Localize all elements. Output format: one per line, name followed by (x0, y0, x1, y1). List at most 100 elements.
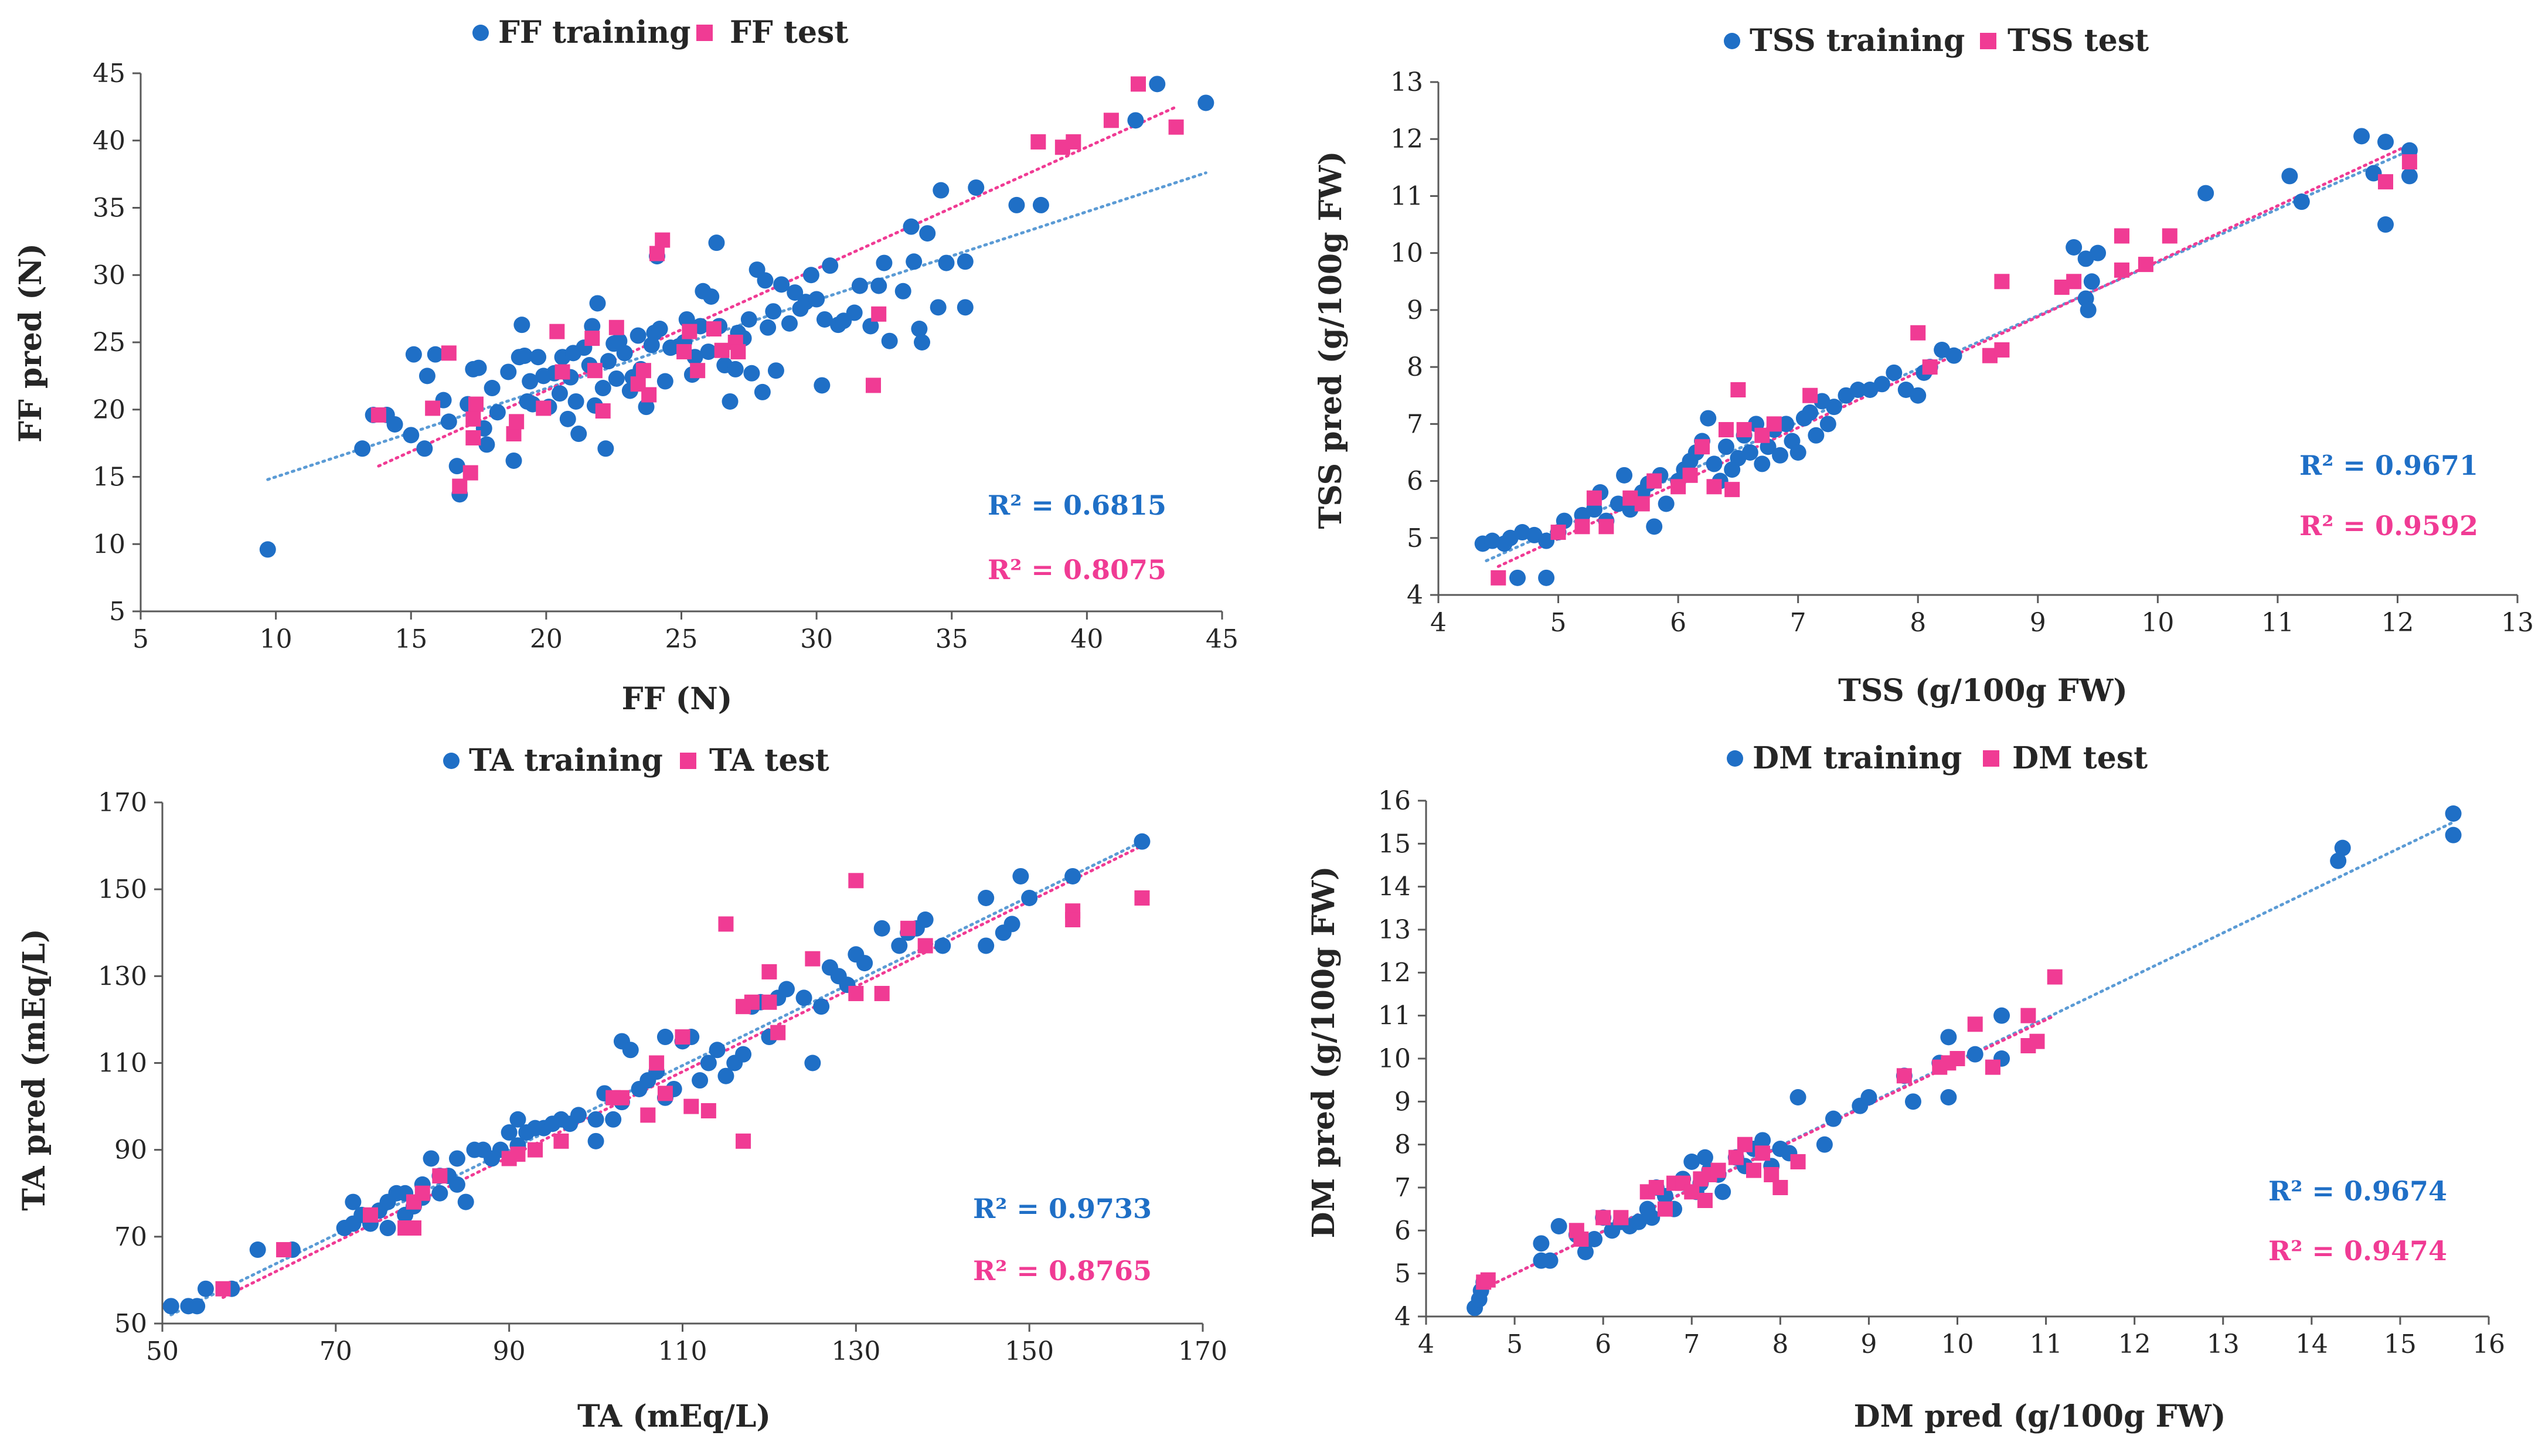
dm-test-point (1764, 1167, 1780, 1182)
ff-test-point (706, 321, 722, 337)
ff-training-point (419, 368, 435, 385)
dm-y-tick-label: 9 (1394, 1087, 1411, 1117)
ff-training-point (656, 373, 673, 390)
ff-test-point (676, 344, 692, 360)
tss-test-point (2114, 228, 2129, 244)
ta-test-point (614, 1090, 630, 1105)
dm-training-point (1940, 1089, 1957, 1105)
ff-training-point (1032, 196, 1049, 213)
ta-test-point (761, 994, 777, 1010)
dm-y-tick-label: 7 (1394, 1173, 1411, 1203)
tss-training-point (1538, 532, 1555, 549)
dm-test-point (1728, 1149, 1744, 1165)
ff-training-point (700, 343, 717, 360)
ff-training-point (787, 284, 804, 301)
dm-training-point (1542, 1252, 1559, 1269)
ta-test-point (414, 1185, 430, 1201)
tss-test-point (1634, 496, 1650, 512)
dm-x-tick-label: 8 (1772, 1329, 1788, 1359)
tss-training-point (2365, 165, 2382, 182)
ff-test-point (425, 400, 441, 416)
ff-plot-area: 5 10 15 20 25 30 35 40 45 5 10 15 20 25 30 35 40 45 (93, 59, 1239, 654)
tss-training-point (2281, 168, 2298, 185)
ta-test-point (683, 1098, 699, 1114)
ff-training-point (881, 332, 898, 349)
ff-legend-test-label: FF test (730, 15, 848, 50)
ff-training-point (822, 257, 839, 274)
tss-training-point (1658, 495, 1675, 512)
ta-x-tick-label: 50 (146, 1336, 179, 1366)
ff-x-axis-title: FF (N) (622, 681, 733, 717)
ta-x-tick-label: 70 (319, 1336, 352, 1366)
ff-training-point (440, 413, 457, 430)
tss-test-point (1736, 422, 1752, 438)
dm-test-point (1595, 1210, 1611, 1226)
ff-training-point (727, 360, 744, 377)
dm-training-point (1789, 1089, 1806, 1105)
tss-x-tick-label: 5 (1550, 608, 1567, 638)
ff-y-tick-label: 5 (109, 597, 125, 627)
dm-training-point (1683, 1154, 1700, 1170)
dm-test-point (1648, 1180, 1664, 1195)
dm-training-point (1940, 1029, 1957, 1046)
ff-test-point (452, 478, 468, 494)
tss-training-point (2090, 244, 2107, 261)
ff-test-point (865, 377, 881, 393)
ta-legend-training-marker (443, 753, 460, 769)
tss-y-tick-label: 5 (1407, 523, 1423, 553)
tss-x-tick-label: 11 (2261, 608, 2294, 638)
dm-training-point (2330, 852, 2347, 869)
dm-x-tick-label: 9 (1860, 1329, 1877, 1359)
ff-test-point (714, 342, 730, 358)
ff-training-point (760, 319, 777, 336)
ta-training-point (622, 1042, 639, 1059)
ta-training-point (570, 1107, 587, 1124)
ta-training-point (1064, 868, 1081, 885)
ff-training-point (903, 218, 920, 235)
tss-test-point (1574, 519, 1590, 535)
tss-y-tick-label: 10 (1390, 239, 1423, 268)
ta-test-point (848, 873, 864, 889)
ff-y-tick-label: 45 (93, 59, 125, 89)
ff-y-tick-label: 40 (93, 126, 125, 156)
ta-test-point (874, 985, 890, 1001)
dm-y-tick-label: 12 (1378, 958, 1411, 988)
ta-test-point (761, 964, 777, 979)
ff-training-point (259, 541, 276, 558)
ff-y-tick-label: 30 (93, 260, 125, 290)
ff-test-point (462, 465, 478, 481)
ff-x-tick-label: 10 (260, 624, 292, 654)
ff-training-point (478, 436, 495, 453)
dm-test-point (1480, 1272, 1496, 1288)
dm-test-point (2047, 969, 2063, 985)
dm-training-point (1696, 1149, 1713, 1166)
dm-x-tick-label: 13 (2207, 1329, 2240, 1359)
ff-x-tick-label: 45 (1206, 624, 1239, 654)
dm-training-point (1825, 1110, 1842, 1127)
dm-test-point (1737, 1137, 1753, 1152)
ff-test-point (536, 400, 552, 416)
ff-training-point (638, 399, 655, 416)
ff-training-point (416, 440, 433, 457)
ta-training-point (700, 1054, 717, 1071)
dm-test-point (1746, 1162, 1762, 1178)
tss-training-point (2401, 168, 2418, 185)
ta-training-point (501, 1124, 518, 1141)
dm-training-point (1904, 1093, 1921, 1110)
dm-r2-training: R² = 0.9674 (2268, 1175, 2447, 1207)
tss-test-point (1922, 359, 1938, 375)
ff-test-point (584, 331, 600, 346)
dm-x-tick-label: 14 (2295, 1329, 2328, 1359)
ff-training-point (740, 311, 757, 328)
ff-training-point (846, 304, 863, 321)
ta-test-point (700, 1103, 716, 1118)
ff-y-tick-label: 10 (93, 529, 125, 559)
tss-test-point (1802, 387, 1818, 403)
ff-training-point (530, 349, 547, 366)
ta-training-point (934, 937, 951, 954)
ff-training-point (773, 276, 790, 293)
dm-training-point (1993, 1007, 2010, 1024)
tss-x-tick-label: 6 (1670, 608, 1686, 638)
ff-test-point (509, 414, 525, 430)
tss-x-axis-title: TSS (g/100g FW) (1838, 673, 2128, 709)
